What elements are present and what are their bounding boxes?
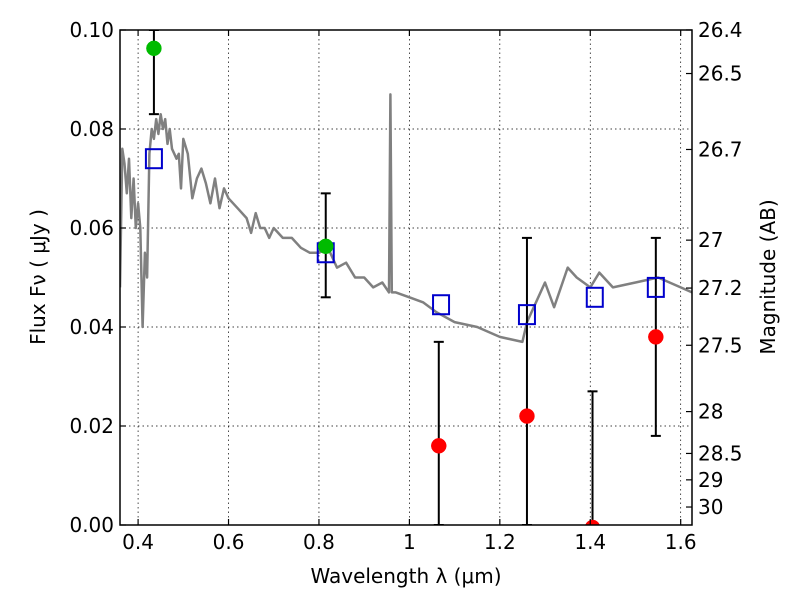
y2-axis-label: Magnitude (AB) <box>756 199 780 354</box>
observed-point-green <box>317 238 334 255</box>
model-bandpass-square <box>144 148 163 170</box>
x-tick-label: 1.6 <box>665 530 697 554</box>
y-tick-label: 0.10 <box>69 18 114 42</box>
y2-tick-label: 26.5 <box>698 62 743 86</box>
x-tick-label: 0.6 <box>213 530 245 554</box>
y-axis-label: Flux Fν ( μJy ) <box>26 209 50 345</box>
observed-point-red <box>519 408 535 424</box>
x-tick-label: 0.8 <box>303 530 335 554</box>
observed-point-green <box>146 40 162 57</box>
observed-point-red <box>431 438 447 454</box>
x-tick-label: 1.4 <box>574 530 606 554</box>
y2-tick-label: 26.4 <box>698 18 743 42</box>
y2-tick-label: 28 <box>698 400 723 424</box>
y2-tick-label: 27.2 <box>698 276 743 300</box>
y-tick-label: 0.02 <box>69 414 114 438</box>
observed-point-red <box>648 329 664 345</box>
y2-tick-label: 27 <box>698 228 723 252</box>
model-spectrum-line <box>120 93 692 344</box>
model-bandpass-square <box>517 304 536 326</box>
y2-tick-label: 30 <box>698 495 723 519</box>
y2-tick-label: 28.5 <box>698 441 743 465</box>
y2-tick-label: 27.5 <box>698 333 743 357</box>
model-bandpass-square <box>432 294 451 316</box>
data-layer <box>120 30 692 525</box>
y-tick-label: 0.06 <box>69 216 114 240</box>
ticks-layer: 0.4 0.6 0.8 1 1.2 1.4 1.6 0.00 0.02 0.04 0.06 0.08 0… <box>69 18 742 554</box>
x-tick-label: 1 <box>403 530 416 554</box>
plot-frame <box>119 29 693 526</box>
y2-tick-label: 29 <box>698 468 723 492</box>
model-bandpass-square <box>585 286 604 308</box>
y-tick-label: 0.00 <box>69 513 114 537</box>
y-tick-label: 0.08 <box>69 117 114 141</box>
x-tick-label: 1.2 <box>484 530 516 554</box>
model-bandpass-square <box>646 276 665 298</box>
x-tick-label: 0.4 <box>122 530 154 554</box>
y2-tick-label: 26.7 <box>698 137 743 161</box>
x-axis-label: Wavelength λ (μm) <box>310 564 501 588</box>
y-tick-label: 0.04 <box>69 315 114 339</box>
observed-point-red <box>585 519 600 525</box>
